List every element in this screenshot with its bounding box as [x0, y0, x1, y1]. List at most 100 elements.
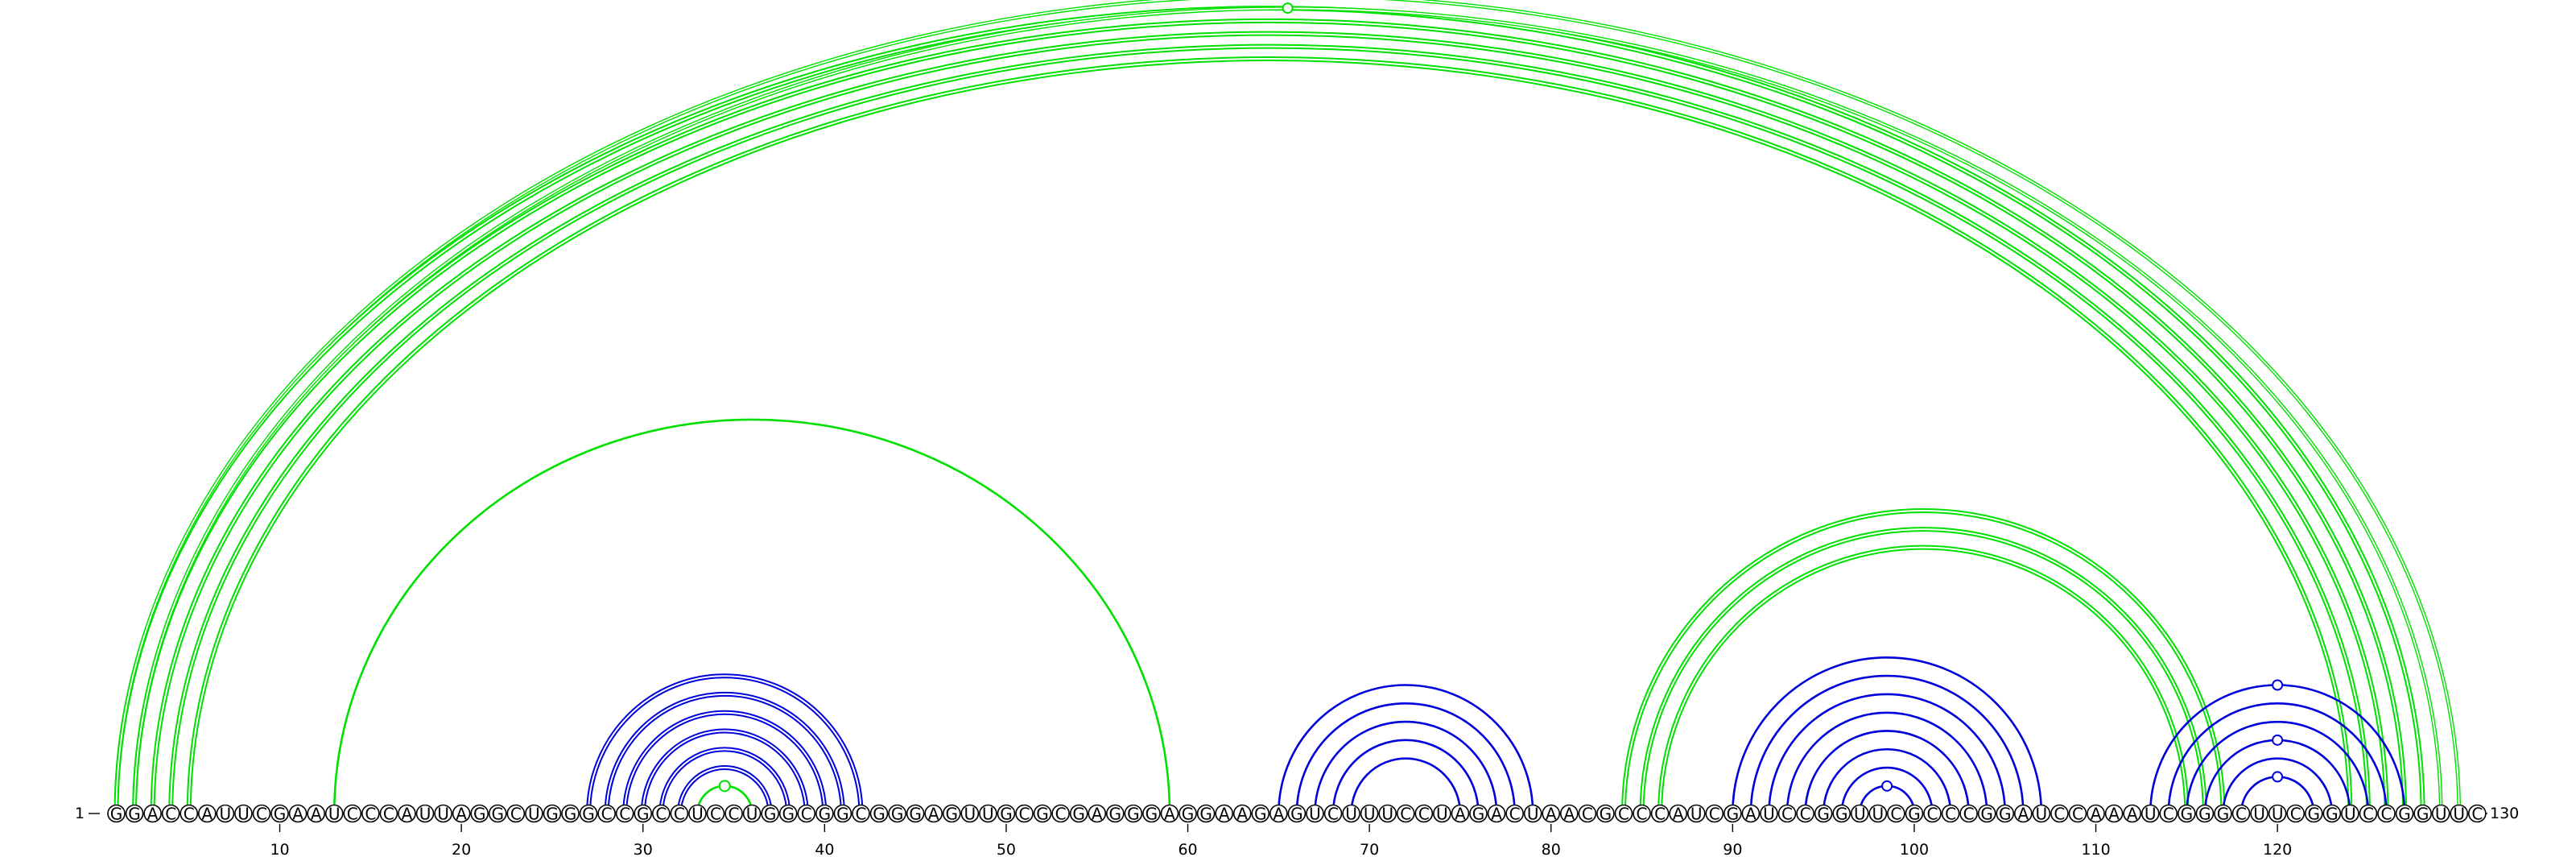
nucleotide-letter: G — [2326, 805, 2339, 824]
nucleotide-15: C — [361, 805, 380, 824]
nucleotide-circle — [180, 804, 199, 823]
nucleotide-circle — [1306, 804, 1324, 823]
nucleotide-83: G — [1596, 805, 1615, 824]
nucleotide-letter: C — [710, 805, 721, 824]
pair-arc-31-38-core — [660, 748, 790, 814]
nucleotide-circle — [1814, 804, 1833, 823]
nucleotide-letter: G — [128, 805, 141, 824]
nucleotide-letter: A — [456, 805, 467, 824]
nucleotide-118: C — [2231, 805, 2251, 824]
nucleotide-circle — [1650, 804, 1670, 823]
nucleotide-41: G — [833, 805, 852, 824]
nucleotide-letter: C — [729, 805, 740, 824]
nucleotide-letter: G — [473, 805, 486, 824]
nucleotide-letter: G — [2398, 805, 2411, 824]
nucleotide-letter: U — [1690, 805, 1703, 824]
pair-arc-1-128-core — [115, 7, 2424, 814]
tick-label-60: 60 — [1178, 841, 1197, 857]
nucleotide-circle — [1160, 804, 1179, 823]
nucleotide-53: C — [1051, 805, 1070, 824]
nucleotide-circle — [2377, 804, 2396, 823]
pair-arc-32-37-core — [678, 767, 771, 814]
pair-arc-2-127 — [132, 18, 2408, 814]
arc-marker-118-122 — [2272, 771, 2284, 783]
nucleotide-40: G — [815, 805, 834, 824]
nucleotide-circle — [1451, 804, 1470, 823]
nucleotide-93: C — [1777, 805, 1797, 824]
nucleotide-42: C — [852, 805, 870, 824]
nucleotide-96: G — [1832, 805, 1851, 824]
nucleotide-letter: A — [402, 805, 413, 824]
nucleotide-letter: A — [1219, 805, 1230, 824]
pair-arc-65-79 — [1278, 684, 1534, 814]
nucleotide-letter: C — [1618, 805, 1629, 824]
nucleotide-44: G — [888, 805, 906, 824]
nucleotide-letter: A — [147, 805, 159, 824]
nucleotide-35: C — [724, 805, 743, 824]
nucleotide-49: U — [979, 805, 997, 824]
tick-label-100: 100 — [1900, 841, 1929, 857]
nucleotide-circle — [2104, 804, 2124, 823]
nucleotide-126: C — [2377, 804, 2396, 824]
nucleotide-59: A — [1160, 804, 1179, 824]
nucleotide-letter: G — [1182, 805, 1195, 824]
nucleotide-88: U — [1686, 804, 1706, 824]
nucleotide-105: G — [1996, 805, 2015, 824]
nucleotide-circle — [1142, 804, 1161, 823]
nucleotide-56: G — [1106, 805, 1125, 824]
nucleotide-circle — [161, 804, 180, 823]
nucleotide-27: G — [579, 804, 598, 824]
nucleotide-circle — [2341, 804, 2359, 823]
nucleotide-114: C — [2159, 805, 2178, 824]
nucleotide-circle — [579, 804, 598, 823]
pair-arc-29-40-core — [624, 711, 826, 814]
nucleotide-circle — [906, 804, 925, 823]
nucleotide-circle — [2123, 804, 2141, 823]
nucleotide-letter: A — [1164, 805, 1175, 824]
nucleotide-circle — [2140, 804, 2160, 823]
nucleotide-82: C — [1578, 805, 1597, 824]
nucleotide-letter: C — [256, 805, 267, 824]
nucleotide-letter: G — [274, 805, 287, 824]
nucleotide-letter: U — [2453, 805, 2465, 824]
nucleotide-58: G — [1142, 804, 1161, 824]
nucleotide-21: G — [470, 805, 489, 824]
nucleotide-circle — [960, 804, 980, 823]
nucleotide-letter: U — [1872, 805, 1884, 824]
nucleotide-letter: A — [1092, 805, 1103, 824]
nucleotide-letter: G — [1980, 805, 1993, 824]
nucleotide-circle — [234, 804, 253, 823]
nucleotide-circle — [1396, 804, 1415, 823]
nucleotide-circle — [2322, 804, 2342, 823]
nucleotide-103: C — [1959, 805, 1978, 824]
nucleotide-113: U — [2140, 804, 2160, 824]
nucleotide-letter: U — [328, 805, 341, 824]
nucleotide-circle — [1323, 804, 1343, 823]
nucleotide-circle — [434, 804, 452, 823]
position-axis: 10 20 30 40 50 60 70 80 90 100 110 120 — [270, 824, 2292, 857]
nucleotide-letter: C — [1637, 805, 1648, 824]
nucleotide-circle — [1686, 804, 1706, 823]
arc-marker-33-36 — [718, 780, 731, 793]
nucleotide-letter: C — [674, 805, 685, 824]
tick-label-120: 120 — [2263, 841, 2292, 857]
nucleotide-14: C — [343, 805, 362, 824]
nucleotide-letter: U — [2036, 805, 2048, 824]
nucleotide-69: U — [1342, 805, 1360, 824]
nucleotide-letter: G — [1817, 805, 1830, 824]
pair-arc-96-101 — [1840, 766, 1934, 814]
tick-label-30: 30 — [634, 841, 653, 857]
nucleotide-5: C — [180, 804, 199, 824]
nucleotide-letter: A — [1491, 805, 1502, 824]
nucleotide-circle — [1360, 804, 1379, 823]
nucleotide-letter: G — [492, 805, 505, 824]
nucleotide-circle — [1868, 804, 1888, 823]
nucleotide-circle — [2178, 804, 2196, 823]
nucleotide-letter: G — [1600, 805, 1612, 824]
nucleotide-26: G — [561, 805, 580, 824]
nucleotide-letter: C — [365, 805, 376, 824]
nucleotide-circle — [2431, 804, 2450, 823]
nucleotide-17: A — [398, 805, 416, 824]
nucleotide-circle — [615, 804, 634, 823]
